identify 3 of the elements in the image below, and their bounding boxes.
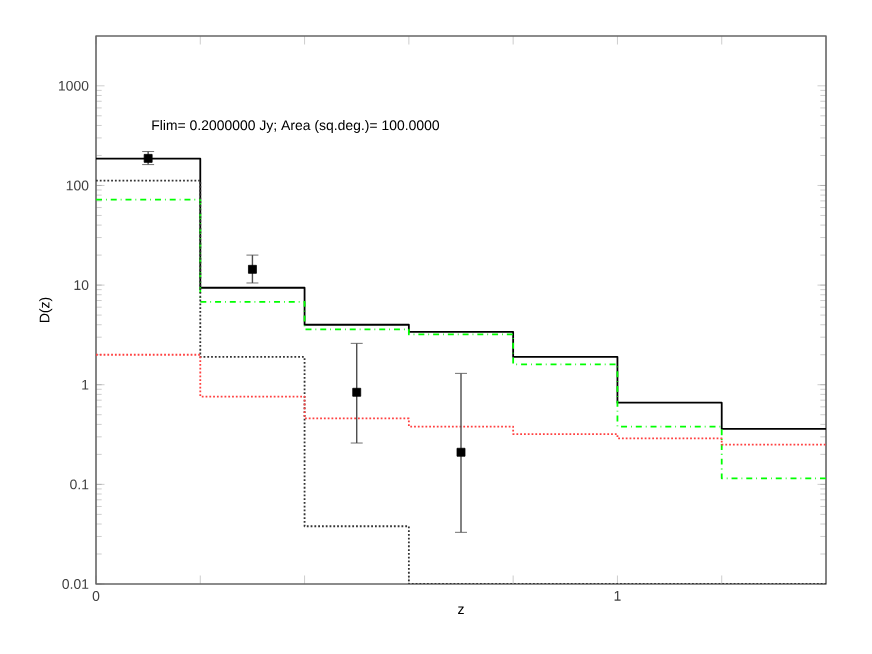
- point: [248, 264, 257, 274]
- point: [352, 387, 362, 397]
- point: [456, 447, 466, 457]
